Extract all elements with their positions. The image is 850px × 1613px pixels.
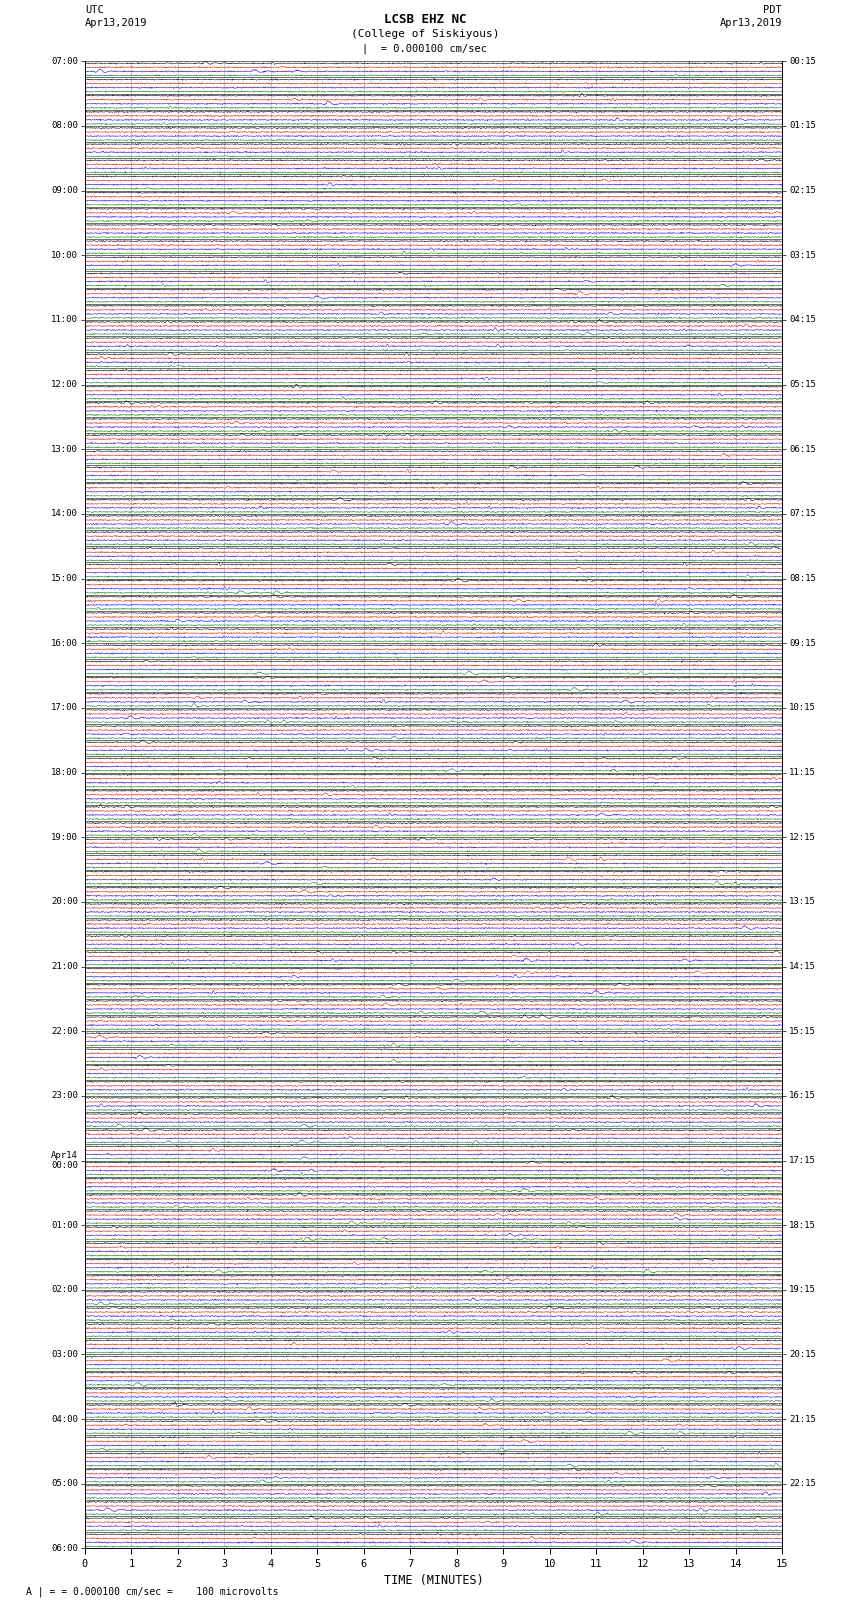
Text: PDT: PDT [763,5,782,15]
Text: Apr13,2019: Apr13,2019 [719,18,782,27]
Text: |  = 0.000100 cm/sec: | = 0.000100 cm/sec [362,44,488,55]
Text: A | = = 0.000100 cm/sec =    100 microvolts: A | = = 0.000100 cm/sec = 100 microvolts [26,1586,278,1597]
Text: (College of Siskiyous): (College of Siskiyous) [351,29,499,39]
Text: LCSB EHZ NC: LCSB EHZ NC [383,13,467,26]
Text: Apr13,2019: Apr13,2019 [85,18,148,27]
X-axis label: TIME (MINUTES): TIME (MINUTES) [383,1574,484,1587]
Text: UTC: UTC [85,5,104,15]
